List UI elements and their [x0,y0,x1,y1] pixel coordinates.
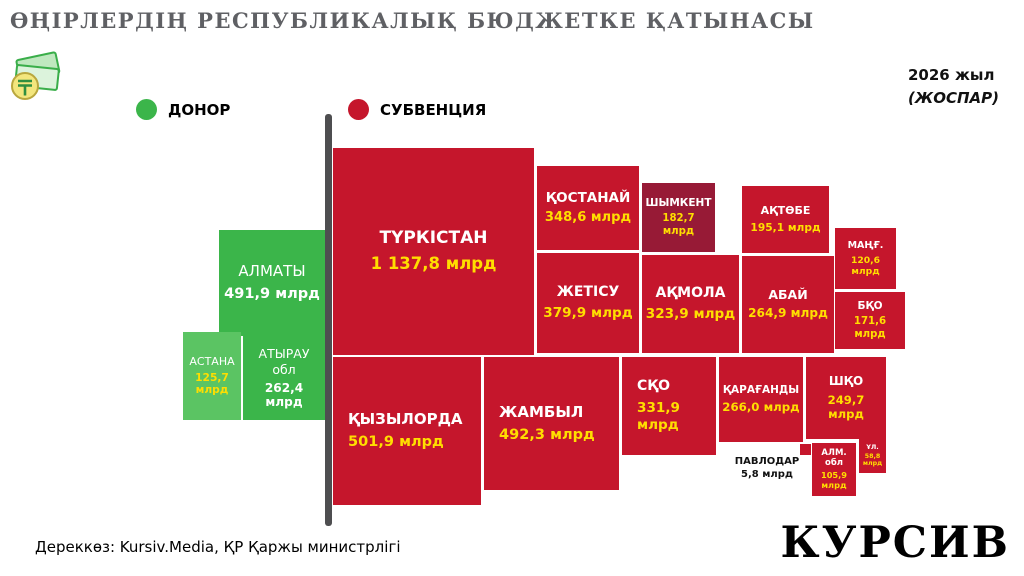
region-value: 323,9 млрд [645,306,736,323]
region-value: 182,7 млрд [662,213,695,237]
region-value: 195,1 млрд [750,221,821,235]
region-block-shko: ШҚО 249,7 млрд [806,357,886,439]
region-name: АТЫРАУ обл [258,346,310,377]
region-name: ШЫМКЕНТ [645,197,712,210]
region-value: 120,6 млрд [850,254,881,277]
data-source: Дереккөз: Kursiv.Media, ҚР Қаржы министр… [35,538,401,556]
region-block-kyzylorda: ҚЫЗЫЛОРДА 501,9 млрд [333,357,481,505]
legend-subvention-label: СУБВЕНЦИЯ [380,100,487,119]
donor-subvention-divider [325,114,332,526]
region-value: 348,6 млрд [544,210,632,226]
region-block-bko: БҚО 171,6 млрд [835,292,905,349]
region-block-kostanay: ҚОСТАНАЙ 348,6 млрд [537,166,639,250]
donor-dot-icon [136,99,157,120]
region-name: АСТАНА [189,354,235,368]
region-value: 5,8 млрд [741,468,793,480]
region-value: 266,0 млрд [722,400,800,415]
region-name: ЖЕТІСУ [556,283,620,300]
region-name: ПАВЛОДАР [734,456,800,467]
region-value: 331,9 млрд [637,399,680,433]
region-block-zhetysu: ЖЕТІСУ 379,9 млрд [537,253,639,353]
region-block-zhambyl: ЖАМБЫЛ 492,3 млрд [484,357,619,490]
region-name: ТҮРКІСТАН [379,228,488,249]
region-block-ulytau: ҰЛ. 58,8 млрд [859,438,886,473]
region-value: 249,7 млрд [827,392,865,422]
region-value: 492,3 млрд [499,425,595,443]
report-year: 2026 жыл [908,66,995,84]
region-block-turkistan: ТҮРКІСТАН 1 137,8 млрд [333,148,534,355]
region-value: 171,6 млрд [853,315,887,340]
region-name: АҚМОЛА [655,284,726,301]
region-name: БҚО [857,299,883,312]
region-name: АҚТӨБЕ [760,204,811,218]
region-value: 105,9 млрд [820,470,848,491]
region-value: 262,4 млрд [264,380,304,410]
region-value: 125,7 млрд [195,370,229,397]
region-block-almaty: АЛМАТЫ 491,9 млрд [219,230,325,336]
region-value: 58,8 млрд [862,452,883,468]
page-title: ӨҢІРЛЕРДІҢ РЕСПУБЛИКАЛЫҚ БЮДЖЕТКЕ ҚАТЫНА… [10,8,815,33]
region-name: ШҚО [828,374,864,389]
region-block-mangystau: МАҢҒ. 120,6 млрд [835,228,896,289]
region-value: 491,9 млрд [224,285,320,303]
region-block-astana: АСТАНА 125,7 млрд [183,332,241,420]
legend-donor-label: ДОНОР [168,100,231,119]
region-name: АЛМ. обл [821,447,847,469]
report-period: 2026 жыл (ЖОСПАР) [908,64,999,111]
region-name: МАҢҒ. [847,240,884,252]
money-tenge-icon [6,50,64,108]
region-name: ҚАРАҒАНДЫ [722,384,800,397]
region-value: 379,9 млрд [543,305,633,322]
legend-subvention: СУБВЕНЦИЯ [348,99,486,120]
region-block-akmola: АҚМОЛА 323,9 млрд [642,255,739,353]
region-block-almaty-obl: АЛМ. обл 105,9 млрд [812,443,856,496]
region-name: АБАЙ [768,287,808,303]
report-plan: (ЖОСПАР) [908,89,999,108]
region-block-sko: СҚО 331,9 млрд [622,357,716,455]
region-block-atyrau: АТЫРАУ обл 262,4 млрд [243,336,325,420]
subvention-dot-icon [348,99,369,120]
region-name: ҰЛ. [866,442,879,451]
region-value: 1 137,8 млрд [370,254,497,274]
region-value: 264,9 млрд [748,306,828,321]
region-block-aktobe: АҚТӨБЕ 195,1 млрд [742,186,829,253]
region-name: ҚОСТАНАЙ [545,189,631,206]
region-label-pavlodar: ПАВЛОДАР 5,8 млрд [731,456,803,481]
region-block-karaganda: ҚАРАҒАНДЫ 266,0 млрд [719,357,803,442]
region-value: 501,9 млрд [348,433,444,451]
region-name: АЛМАТЫ [238,262,306,281]
region-block-pavlodar [800,444,811,455]
legend-donor: ДОНОР [136,99,230,120]
region-name: СҚО [637,378,671,395]
region-block-abay: АБАЙ 264,9 млрд [742,256,834,353]
kursiv-logo: КУРСИВ [780,518,1010,568]
region-block-shymkent: ШЫМКЕНТ 182,7 млрд [642,183,715,252]
region-name: ҚЫЗЫЛОРДА [348,410,463,429]
region-name: ЖАМБЫЛ [499,402,584,421]
